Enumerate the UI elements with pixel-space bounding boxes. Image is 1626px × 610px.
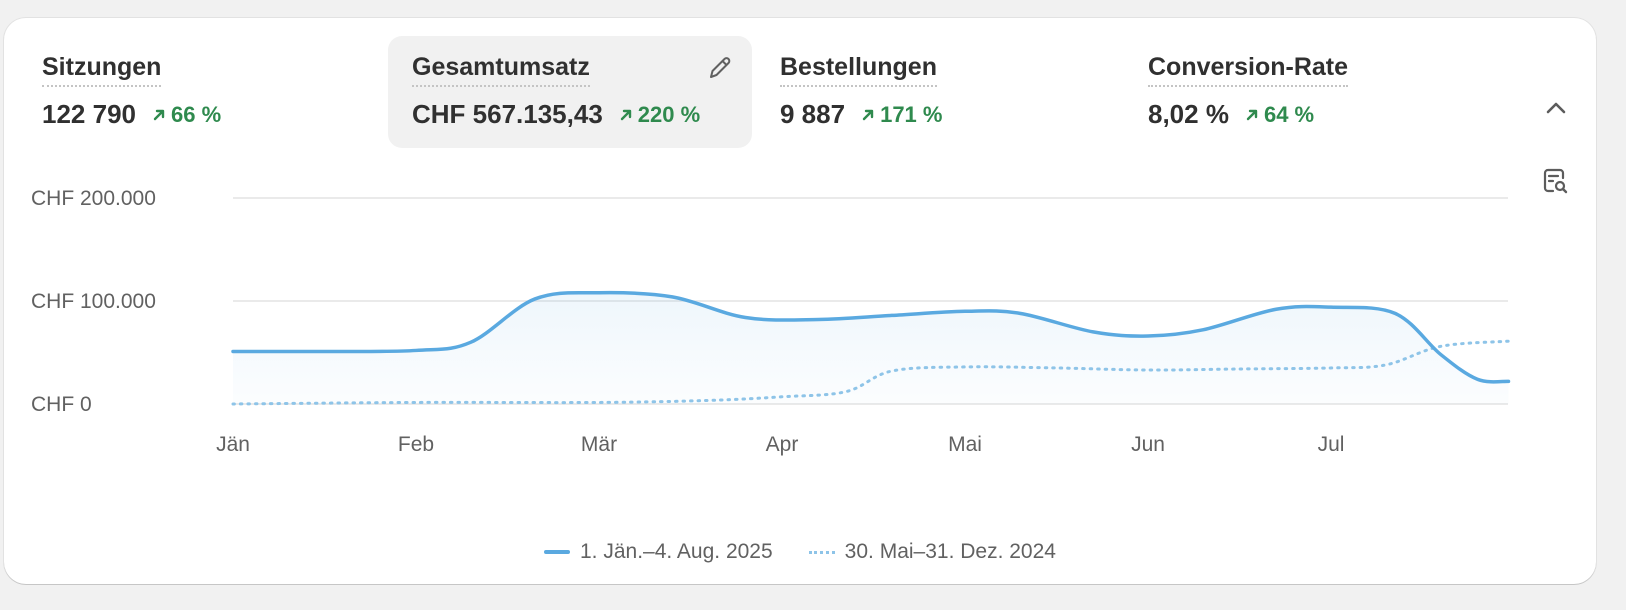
metric-label[interactable]: Conversion-Rate xyxy=(1148,52,1349,87)
metric-row: 122 790 66 % xyxy=(42,99,368,130)
metric-row: 8,02 % 64 % xyxy=(1148,99,1474,130)
previous-series-line xyxy=(231,339,1511,406)
delta-text: 64 % xyxy=(1263,101,1315,127)
arrow-up-right-icon xyxy=(862,109,874,120)
metric-orders[interactable]: Bestellungen 9 887 171 % xyxy=(756,36,1106,148)
delta-text: 66 % xyxy=(170,101,222,127)
sales-overview-card: Sitzungen 122 790 66 % Gesamtumsatz CHF … xyxy=(4,18,1596,584)
metric-value: 9 887 xyxy=(780,99,846,129)
arrow-up-right-icon xyxy=(153,109,165,120)
arrow-up-right-icon xyxy=(1246,109,1258,120)
arrow-up-right-icon xyxy=(620,109,631,120)
legend-label: 1. Jän.–4. Aug. 2025 xyxy=(580,540,773,563)
current-series-line xyxy=(231,290,1511,384)
legend-swatch-solid xyxy=(544,550,570,554)
pencil-icon[interactable] xyxy=(706,54,734,82)
metric-delta: 171 % xyxy=(861,102,942,128)
delta-text: 220 % xyxy=(637,101,701,127)
legend-swatch-dotted xyxy=(808,550,835,554)
chart-legend: 1. Jän.–4. Aug. 2025 30. Mai–31. Dez. 20… xyxy=(4,540,1596,564)
metric-label[interactable]: Gesamtumsatz xyxy=(412,52,590,87)
metric-value: 122 790 xyxy=(42,99,136,129)
legend-label: 30. Mai–31. Dez. 2024 xyxy=(844,540,1056,563)
metric-delta: 220 % xyxy=(619,102,700,128)
x-tick-label: Feb xyxy=(398,433,434,456)
metric-value: 8,02 % xyxy=(1148,99,1229,129)
metric-total-sales[interactable]: Gesamtumsatz CHF 567.135,43 220 % xyxy=(388,36,752,148)
metric-row: 9 887 171 % xyxy=(780,99,1106,130)
y-tick-label: CHF 0 xyxy=(31,393,92,416)
y-tick-label: CHF 200.000 xyxy=(31,187,156,210)
legend-item-current[interactable]: 1. Jän.–4. Aug. 2025 xyxy=(544,540,773,564)
report-search-icon[interactable] xyxy=(1540,166,1570,196)
chevron-up-icon[interactable] xyxy=(1542,94,1570,122)
x-tick-label: Jun xyxy=(1131,433,1165,456)
metric-sessions[interactable]: Sitzungen 122 790 66 % xyxy=(18,36,368,148)
metric-row: CHF 567.135,43 220 % xyxy=(412,99,752,130)
x-tick-label: Mär xyxy=(581,433,617,456)
metric-label[interactable]: Sitzungen xyxy=(42,52,162,87)
x-tick-label: Apr xyxy=(766,433,799,456)
legend-item-previous[interactable]: 30. Mai–31. Dez. 2024 xyxy=(808,540,1056,564)
metric-conversion-rate[interactable]: Conversion-Rate 8,02 % 64 % xyxy=(1124,36,1474,148)
y-tick-label: CHF 100.000 xyxy=(31,290,156,313)
current-series-area xyxy=(233,292,1509,404)
delta-text: 171 % xyxy=(880,101,943,127)
metric-delta: 66 % xyxy=(152,102,221,128)
x-tick-label: Jul xyxy=(1318,433,1345,456)
metric-delta: 64 % xyxy=(1245,102,1314,128)
metric-label[interactable]: Bestellungen xyxy=(780,52,937,87)
sales-line-chart: CHF 200.000 CHF 100.000 CHF 0 Jän Feb Mär Apr… xyxy=(31,187,1511,456)
x-tick-label: Mai xyxy=(948,433,982,456)
x-tick-label: Jän xyxy=(216,433,250,456)
metric-value: CHF 567.135,43 xyxy=(412,99,603,129)
